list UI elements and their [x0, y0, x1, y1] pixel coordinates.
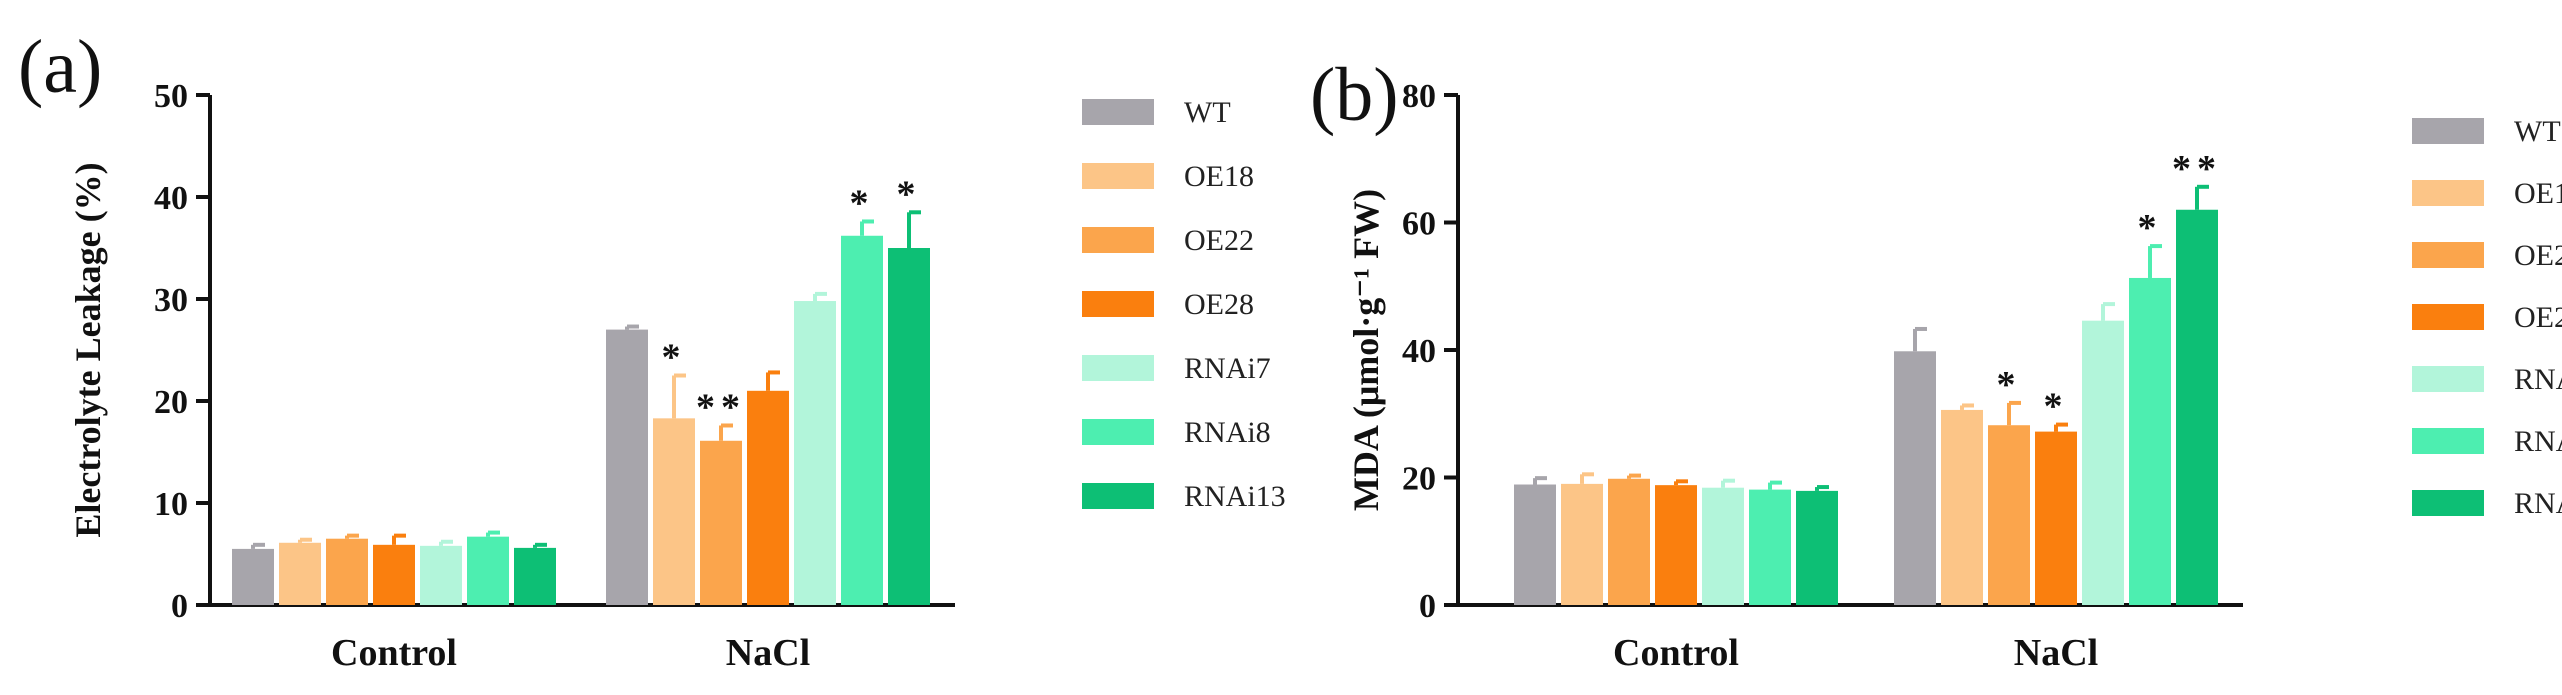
bar-nacl-wt: [606, 329, 648, 605]
legend-swatch: [2412, 304, 2484, 330]
bar-control-wt: [232, 548, 274, 605]
significance-mark: **: [696, 386, 746, 428]
legend-entry: OE18: [2514, 177, 2562, 210]
x-category-label: Control: [1613, 632, 1739, 674]
y-tick-label: 60: [1402, 206, 1436, 243]
bar-nacl-oe28: [747, 390, 789, 605]
bar-nacl-oe28: [2035, 431, 2077, 605]
y-tick-label: 20: [154, 384, 188, 421]
bar-nacl-rnai8: [841, 235, 883, 605]
significance-mark: *: [2138, 207, 2163, 249]
legend: WT OE18 OE22 OE28 RNAi7 RNAi8 RNAi13: [2412, 115, 2562, 520]
bar-nacl-rnai7: [2082, 320, 2124, 605]
bar-nacl-oe18: [1941, 409, 1983, 605]
y-tick-label: 40: [154, 180, 188, 217]
legend-entry: RNAi13: [1184, 480, 1286, 513]
y-axis-label: MDA (μmol·g⁻¹ FW): [1346, 189, 1386, 511]
legend-entry: OE22: [1184, 224, 1254, 257]
bar-control-oe18: [279, 542, 321, 605]
bar-nacl-rnai7: [794, 301, 836, 605]
bar-control-oe28: [1655, 485, 1697, 605]
significance-mark: *: [850, 182, 875, 224]
panel-label: (a): [18, 25, 102, 109]
bar-nacl-oe22: [1988, 425, 2030, 605]
y-tick-label: 0: [171, 588, 188, 625]
significance-mark: *: [1997, 364, 2022, 406]
y-tick-label: 30: [154, 282, 188, 319]
chart-panel-2: (b)MDA (μmol·g⁻¹ FW)020406080Control****…: [1310, 53, 2562, 674]
legend-entry: OE28: [1184, 288, 1254, 321]
bar-control-rnai8: [467, 536, 509, 605]
legend-entry: RNAi8: [2514, 425, 2562, 458]
y-tick-label: 80: [1402, 78, 1436, 115]
bar-nacl-wt: [1894, 351, 1936, 605]
legend-swatch: [1082, 483, 1154, 509]
chart-panel-1: (a) Electrolyte Leakage (%) 0 10 20 30 40 50 Con…: [18, 25, 1286, 674]
x-category-label: NaCl: [2014, 632, 2098, 674]
bar-nacl-rnai13: [888, 248, 930, 605]
y-tick-label: 50: [154, 78, 188, 115]
legend-swatch: [1082, 99, 1154, 125]
bar-control-rnai13: [1796, 490, 1838, 605]
legend-swatch: [2412, 428, 2484, 454]
bar-control-oe28: [373, 544, 415, 605]
bar-nacl-oe18: [653, 418, 695, 605]
legend-swatch: [1082, 419, 1154, 445]
significance-mark: *: [2044, 386, 2069, 428]
legend-swatch: [1082, 291, 1154, 317]
bar-nacl-rnai8: [2129, 277, 2171, 605]
legend-entry: RNAi13: [2514, 487, 2562, 520]
bar-control-rnai7: [1702, 487, 1744, 605]
significance-mark: **: [2172, 148, 2222, 190]
y-axis-label: Electrolyte Leakage (%): [68, 162, 108, 537]
bar-control-oe18: [1561, 483, 1603, 605]
bar-control-rnai7: [420, 545, 462, 605]
legend-entry: OE22: [2514, 239, 2562, 272]
y-tick-label: 20: [1402, 461, 1436, 498]
bar-control-rnai8: [1749, 489, 1791, 605]
legend-swatch: [2412, 242, 2484, 268]
legend-entry: RNAi7: [1184, 352, 1271, 385]
bar-control-rnai13: [514, 547, 556, 605]
y-tick-label: 0: [1419, 588, 1436, 625]
significance-mark: *: [897, 173, 922, 215]
legend-swatch: [1082, 355, 1154, 381]
significance-mark: *: [662, 337, 687, 379]
legend-swatch: [1082, 227, 1154, 253]
legend-entry: RNAi7: [2514, 363, 2562, 396]
y-tick-label: 10: [154, 486, 188, 523]
y-tick-label: 40: [1402, 333, 1436, 370]
x-category-label: NaCl: [726, 632, 810, 674]
bar-nacl-rnai13: [2176, 209, 2218, 605]
legend: WT OE18 OE22 OE28 RNAi7 RNAi8 RNAi13: [1082, 96, 1286, 513]
legend-swatch: [2412, 366, 2484, 392]
legend-swatch: [2412, 490, 2484, 516]
panel-label: (b): [1310, 53, 1399, 137]
legend-entry: RNAi8: [1184, 416, 1271, 449]
bar-control-oe22: [326, 538, 368, 605]
legend-entry: OE18: [1184, 160, 1254, 193]
legend-entry: WT: [1184, 96, 1231, 129]
legend-entry: WT: [2514, 115, 2561, 148]
legend-swatch: [2412, 180, 2484, 206]
legend-swatch: [1082, 163, 1154, 189]
legend-swatch: [2412, 118, 2484, 144]
legend-entry: OE28: [2514, 301, 2562, 334]
bar-control-wt: [1514, 484, 1556, 605]
x-category-label: Control: [331, 632, 457, 674]
bar-nacl-oe22: [700, 440, 742, 605]
bar-control-oe22: [1608, 478, 1650, 605]
